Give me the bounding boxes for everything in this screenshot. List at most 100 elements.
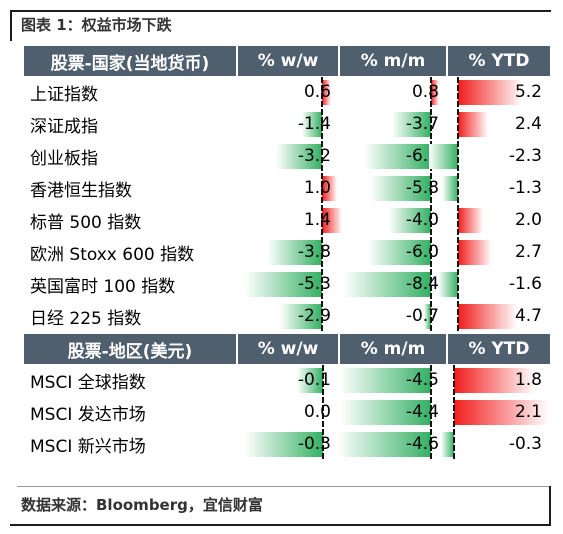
zero-axis-line — [430, 269, 432, 299]
source-separator — [17, 486, 549, 487]
index-name: 香港恒生指数 — [30, 180, 132, 201]
zero-axis-line — [321, 301, 323, 331]
zero-axis-line — [457, 77, 459, 107]
cell-mm: -6.0 — [339, 236, 447, 268]
positive-bar-ytd — [454, 400, 549, 425]
negative-bar-mm — [363, 144, 431, 169]
country-row: 日经 225 指数 -2.9 -0.7 4.7 — [24, 300, 550, 333]
region-row: MSCI 发达市场 0.0 -4.4 2.1 — [24, 396, 550, 428]
value-ytd: -0.3 — [508, 434, 542, 454]
negative-bar-mm — [336, 432, 431, 457]
zero-axis-line — [322, 397, 324, 427]
value-ytd: 5.2 — [514, 82, 542, 102]
cell-ww: -2.9 — [237, 300, 339, 333]
zero-axis-line — [457, 237, 459, 267]
value-ytd: 2.4 — [514, 114, 542, 134]
zero-axis-line — [321, 77, 323, 107]
value-mm: -5.8 — [405, 178, 439, 198]
data-source: 数据来源：Bloomberg，宜信财富 — [21, 496, 263, 514]
value-mm: -4.6 — [405, 434, 439, 454]
cell-ww: -0.1 — [237, 364, 339, 396]
negative-bar-mm — [423, 304, 431, 329]
zero-axis-line — [430, 173, 432, 203]
cell-ytd: 2.1 — [447, 396, 550, 428]
cell-ytd: -1.3 — [441, 172, 550, 204]
zero-axis-line — [430, 205, 432, 235]
frame-right-border — [549, 486, 551, 526]
cell-mm: -4.6 — [336, 428, 447, 460]
frame-top-border — [10, 10, 551, 12]
negative-bar-ytd — [440, 432, 454, 457]
cell-ytd: 5.2 — [447, 76, 550, 108]
value-ww: 1.0 — [303, 178, 331, 198]
index-name: 标普 500 指数 — [30, 212, 142, 233]
cell-mm: 0.8 — [339, 76, 447, 108]
index-name: 日经 225 指数 — [30, 308, 142, 329]
zero-axis-line — [321, 205, 323, 235]
value-mm: -4.0 — [405, 210, 439, 230]
cell-ww: -5.3 — [237, 268, 339, 300]
index-name: MSCI 全球指数 — [30, 372, 146, 393]
value-ww: -3.2 — [297, 146, 331, 166]
value-ww: 0.0 — [303, 402, 331, 422]
country-row: 香港恒生指数 1.0 -5.8 -1.3 — [24, 172, 550, 204]
index-name: 欧洲 Stoxx 600 指数 — [30, 244, 195, 265]
cell-mm: -5.8 — [339, 172, 447, 204]
value-mm: -4.4 — [405, 402, 439, 422]
positive-bar-ytd — [458, 304, 517, 329]
region-row: MSCI 新兴市场 -0.3 -4.6 -0.3 — [24, 428, 550, 460]
cell-ww: -3.2 — [237, 140, 339, 172]
cell-ytd: 2.7 — [447, 236, 550, 268]
cell-ww: -3.8 — [237, 236, 339, 268]
cell-ww: 1.0 — [237, 172, 339, 204]
region-header-mm: % m/m — [338, 332, 447, 364]
negative-bar-ww — [266, 240, 322, 265]
zero-axis-line — [457, 301, 459, 331]
country-row: 英国富时 100 指数 -5.3 -8.4 -1.6 — [24, 268, 550, 300]
value-mm: -0.7 — [405, 306, 439, 326]
cell-ww: 0.6 — [237, 76, 339, 108]
negative-bar-mm — [368, 240, 431, 265]
value-ytd: -1.3 — [508, 178, 542, 198]
region-rows: MSCI 全球指数 -0.1 -4.5 1.8 MSCI 发达市场 0.0 -4.4 2.1 M… — [24, 364, 550, 460]
negative-bar-mm — [338, 368, 431, 393]
value-ww: 0.6 — [303, 82, 331, 102]
positive-bar-ytd — [458, 80, 523, 105]
frame-left-border — [10, 10, 12, 41]
frame-bottom-border — [10, 524, 551, 526]
region-header-ytd: % YTD — [446, 332, 550, 364]
zero-axis-line — [430, 301, 432, 331]
cell-mm: -0.7 — [339, 300, 447, 333]
country-header-name: 股票-国家(当地货币) — [24, 46, 237, 76]
zero-axis-line — [430, 397, 432, 427]
positive-bar-ww — [322, 80, 331, 105]
country-header-ww: % w/w — [236, 46, 339, 76]
negative-bar-mm — [370, 176, 431, 201]
value-mm: -3.7 — [405, 114, 439, 134]
region-header-ww: % w/w — [236, 332, 339, 364]
index-name: 上证指数 — [30, 84, 98, 105]
negative-bar-ytd — [441, 176, 458, 201]
zero-axis-line — [457, 109, 459, 139]
negative-bar-ww — [245, 272, 322, 297]
value-ytd: 2.0 — [514, 210, 542, 230]
zero-axis-line — [430, 237, 432, 267]
zero-axis-line — [457, 173, 459, 203]
country-row: 欧洲 Stoxx 600 指数 -3.8 -6.0 2.7 — [24, 236, 550, 268]
value-ww: -3.8 — [297, 242, 331, 262]
negative-bar-ww — [275, 144, 322, 169]
value-ww: -0.3 — [297, 434, 331, 454]
negative-bar-ytd — [438, 272, 458, 297]
index-name: 深证成指 — [30, 116, 98, 137]
zero-axis-line — [322, 429, 324, 459]
cell-ytd: -2.3 — [429, 140, 550, 172]
negative-bar-ww — [297, 368, 323, 393]
country-row: 深证成指 -1.4 -3.7 2.4 — [24, 108, 550, 140]
value-ytd: 4.7 — [514, 306, 542, 326]
negative-bar-mm — [340, 400, 431, 425]
value-ww: -5.3 — [297, 274, 331, 294]
zero-axis-line — [321, 269, 323, 299]
value-ytd: -1.6 — [508, 274, 542, 294]
country-row: 上证指数 0.6 0.8 5.2 — [24, 76, 550, 108]
zero-axis-line — [457, 141, 459, 171]
